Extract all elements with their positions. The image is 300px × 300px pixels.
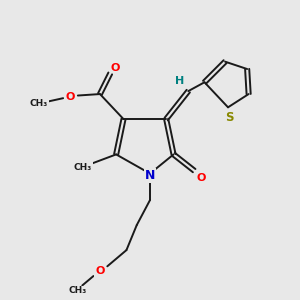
Text: O: O: [111, 63, 120, 73]
Text: CH₃: CH₃: [69, 286, 87, 295]
Text: S: S: [225, 111, 233, 124]
Text: O: O: [95, 266, 105, 276]
Text: O: O: [196, 173, 206, 183]
Text: H: H: [175, 76, 184, 86]
Text: CH₃: CH₃: [30, 99, 48, 108]
Text: O: O: [65, 92, 75, 102]
Text: CH₃: CH₃: [74, 163, 92, 172]
Text: N: N: [145, 169, 155, 182]
